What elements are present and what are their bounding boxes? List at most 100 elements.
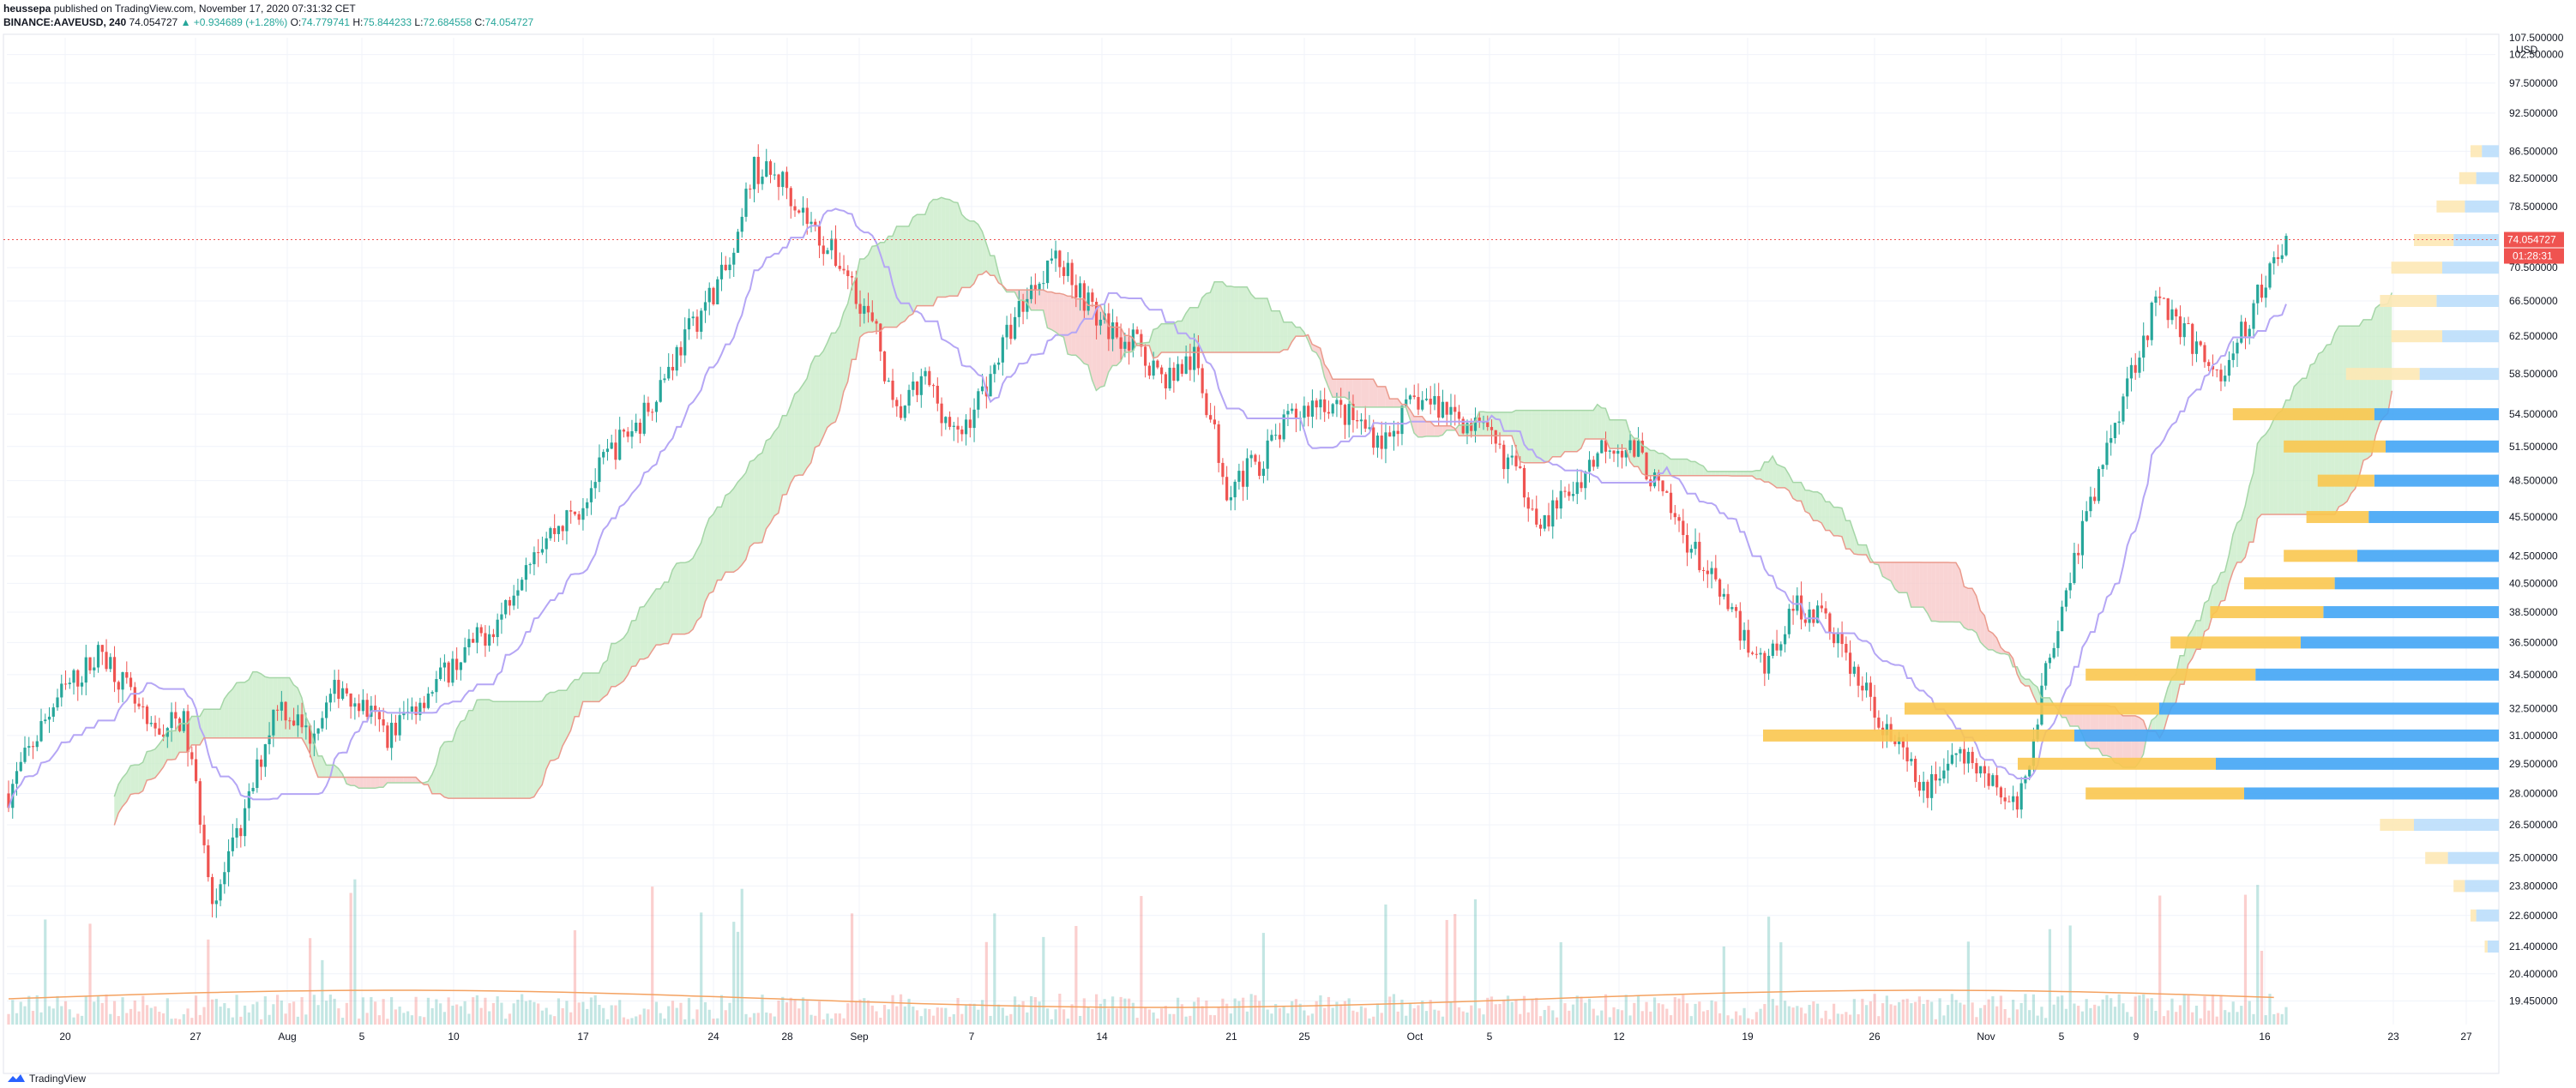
candle-body [1184, 356, 1188, 374]
candle-body [1519, 466, 1522, 468]
candle-body [781, 171, 785, 188]
candle-body [830, 238, 834, 250]
volume-bar [439, 1003, 442, 1025]
candle-body [882, 351, 887, 382]
candle-body [1205, 393, 1208, 416]
price-axis[interactable]: 107.500000USD102.50000097.50000092.50000… [2504, 32, 2564, 1007]
time-tick-label: 21 [1225, 1031, 1237, 1043]
candle-body [989, 374, 992, 397]
cloud-segment [778, 415, 783, 514]
candle-body [2178, 316, 2182, 338]
volume-bar [875, 1011, 878, 1025]
volume-bar [1538, 1016, 1543, 1025]
candle-body [1261, 468, 1266, 476]
cloud-segment [493, 701, 497, 799]
volume-bar [1551, 1010, 1555, 1025]
candle-body [912, 382, 915, 390]
volume-bar [76, 1013, 80, 1025]
volume-bar [1608, 1017, 1611, 1025]
candle-body [1380, 436, 1383, 449]
cloud-segment [929, 199, 934, 306]
volume-bar [1865, 1005, 1869, 1025]
volume-bar [2036, 1015, 2039, 1025]
candle-body [1987, 773, 1990, 786]
candle-body [1571, 494, 1575, 496]
candle-body [1836, 632, 1839, 644]
candle-body [1396, 430, 1399, 435]
volume-bar [1568, 1010, 1571, 1025]
profile-down-bar [2453, 234, 2499, 247]
volume-bar [341, 1018, 345, 1025]
volume-bar [100, 1002, 104, 1025]
cloud-segment [407, 777, 412, 783]
candle-body [1375, 436, 1380, 448]
candle-body [2129, 364, 2134, 379]
volume-bar [508, 1013, 512, 1025]
candle-body [1128, 341, 1131, 351]
time-axis[interactable]: 20 27 Aug 5 10 17 24 28 Sep 7 14 21 25 Oct 5 12 19 26 Nov 5… [59, 1031, 2472, 1043]
profile-down-bar [2476, 909, 2499, 922]
volume-bar [374, 1001, 377, 1025]
candle-body [1363, 419, 1367, 429]
cloud-segment [533, 701, 539, 797]
candle-body [158, 728, 161, 735]
candle-body [1584, 472, 1587, 489]
candle-body [635, 423, 638, 431]
cloud-segment [2306, 364, 2311, 515]
volume-bar [231, 1017, 234, 1025]
cloud-segment [2310, 363, 2315, 515]
volume-bar [2256, 885, 2260, 1025]
cloud-segment [175, 724, 180, 760]
candle-body [1649, 479, 1652, 487]
cloud-segment [1508, 412, 1513, 436]
volume-bar [1441, 1016, 1445, 1025]
candle-body [1669, 492, 1673, 514]
candle-body [895, 400, 899, 406]
candle-body [1001, 337, 1004, 363]
tradingview-footer[interactable]: TradingView [7, 1073, 86, 1085]
candle-body [569, 510, 573, 512]
cloud-segment [366, 777, 371, 789]
candle-body [1608, 450, 1611, 452]
cloud-segment [1035, 290, 1039, 310]
candle-body [1930, 773, 1934, 798]
author-name[interactable]: heussepa [3, 3, 51, 15]
cloud-segment [358, 777, 364, 789]
volume-bar [817, 1001, 822, 1025]
volume-bar [1433, 1009, 1436, 1025]
profile-up-bar [2414, 234, 2454, 247]
cloud-segment [431, 764, 436, 794]
cloud-segment [1250, 293, 1255, 352]
candle-body [394, 723, 397, 736]
cloud-segment [1682, 459, 1688, 476]
volume-bar [1045, 1008, 1050, 1025]
cloud-segment [529, 701, 534, 799]
candle-body [838, 266, 841, 269]
candle-body [1343, 405, 1347, 425]
volume-bar [1229, 1013, 1233, 1025]
volume-bar [1930, 1001, 1934, 1025]
candle-body [1510, 455, 1514, 458]
volume-bar [1559, 941, 1562, 1025]
candle-body [1747, 629, 1750, 653]
volume-bar [752, 1013, 756, 1025]
high-label: H: [352, 16, 364, 28]
volume-bar [1852, 999, 1856, 1025]
volume-bar [1828, 1019, 1832, 1025]
candle-body [1689, 549, 1693, 553]
symbol-label[interactable]: BINANCE:AAVEUSD, 240 [3, 16, 127, 28]
volume-bar [47, 1006, 51, 1025]
volume-bar [129, 1008, 133, 1025]
volume-bar [993, 913, 996, 1025]
candle-body [605, 448, 610, 453]
cloud-segment [1610, 419, 1614, 449]
candle-body [1327, 412, 1331, 414]
candle-body [756, 156, 760, 184]
volume-bar [186, 1008, 190, 1025]
volume-bar [2077, 1006, 2080, 1025]
cloud-segment [1711, 471, 1716, 476]
candle-body [1526, 497, 1530, 509]
cloud-segment [122, 772, 127, 807]
volume-bar [1128, 998, 1131, 1025]
